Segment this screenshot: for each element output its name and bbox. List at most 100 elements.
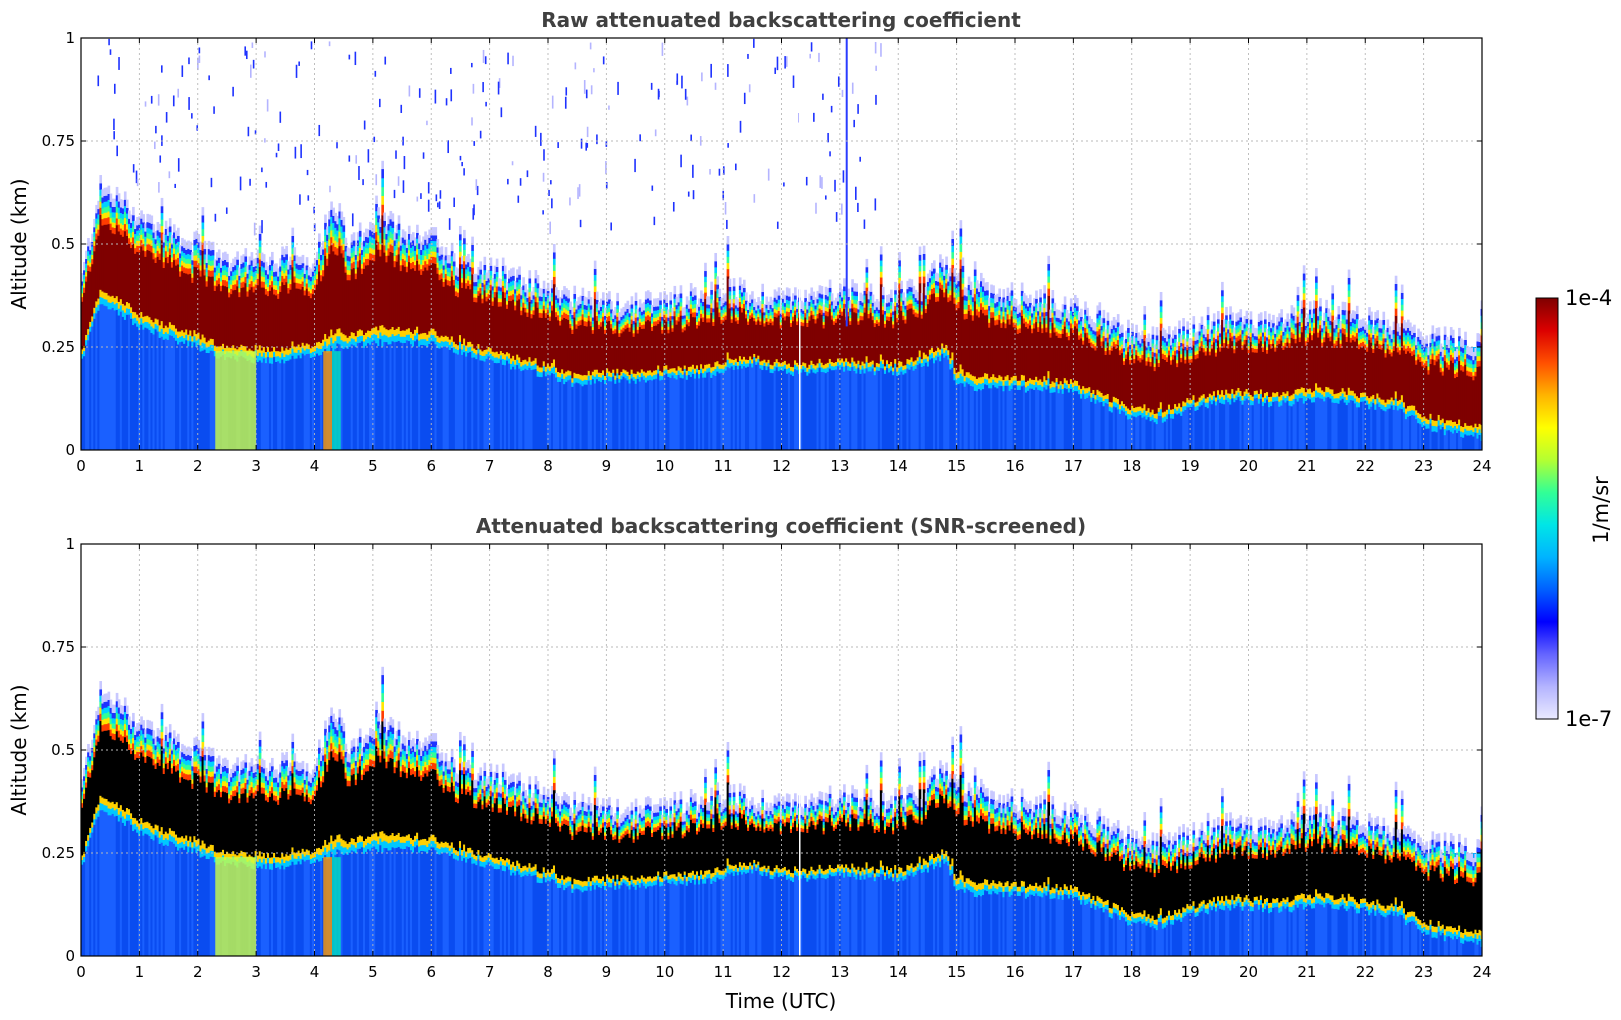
data-cell [152,242,156,249]
data-cell [342,237,346,245]
data-cell [146,321,150,329]
data-cell [1082,318,1085,327]
data-cell [177,344,180,450]
data-cell [998,305,1002,311]
data-cell [97,224,100,230]
data-cell [722,372,726,450]
data-cell [132,206,135,216]
data-cell [461,349,464,355]
data-cell [489,275,493,281]
data-cell [446,254,450,264]
data-cell [354,273,358,280]
data-cell [352,256,356,262]
data-cell [328,239,331,247]
data-cell [941,258,944,268]
data-cell [221,285,225,344]
data-cell [622,306,626,316]
data-cell [127,233,131,239]
data-cell [518,299,521,358]
data-cell [859,300,863,305]
data-cell [957,377,961,385]
data-cell [326,246,329,253]
data-cell [454,287,458,292]
data-cell [285,275,288,283]
data-cell [571,306,574,316]
data-cell [187,263,190,269]
data-cell [738,277,742,286]
data-cell [516,290,519,296]
data-cell [867,362,871,368]
data-cell [83,292,86,346]
data-cell [595,303,599,309]
data-cell [289,264,293,270]
data-cell [107,199,111,206]
data-cell [740,303,744,308]
data-cell [732,307,736,360]
data-cell [409,268,413,333]
data-cell [865,355,869,363]
data-cell [242,281,246,288]
data-cell [93,236,96,242]
data-cell [673,367,677,374]
data-cell [879,271,883,278]
data-cell [463,267,466,339]
data-cell [982,382,985,390]
data-cell [932,362,936,450]
data-cell [313,279,317,285]
data-cell [949,280,952,286]
data-cell [571,318,574,323]
data-cell [258,344,262,353]
data-cell [928,282,932,287]
data-cell [127,210,131,219]
data-cell [1088,327,1091,332]
data-cell [726,276,730,353]
data-cell [745,303,748,308]
data-cell [916,292,920,301]
data-cell [479,349,483,355]
data-cell [1016,329,1020,334]
data-cell [350,262,354,270]
data-cell [802,325,805,363]
data-cell [446,284,450,337]
data-cell [369,247,372,254]
data-cell [397,241,401,248]
data-cell [295,277,299,283]
data-cell [794,287,797,296]
data-cell [618,323,621,328]
data-cell [1010,290,1014,296]
data-cell [191,335,194,342]
data-cell [81,358,84,450]
data-cell [851,308,854,358]
data-cell [275,271,278,277]
data-cell [540,376,544,450]
data-cell [444,279,448,336]
data-cell [565,304,568,310]
data-cell [902,304,905,309]
data-cell [781,313,785,318]
data-cell [528,282,532,288]
data-cell [369,235,372,242]
data-cell [268,274,272,281]
data-cell [211,241,215,251]
data-cell [512,280,515,286]
data-cell [1073,294,1077,304]
data-cell [1010,282,1014,291]
data-cell [181,237,184,247]
data-cell [620,332,624,372]
data-cell [557,306,560,312]
data-cell [107,223,111,296]
data-cell [250,286,254,351]
data-cell [569,313,572,318]
data-cell [720,306,724,310]
data-cell [630,315,634,320]
data-cell [540,317,544,368]
data-cell [1059,323,1063,328]
data-cell [969,299,973,305]
data-cell [495,362,499,450]
data-cell [708,311,711,316]
data-cell [328,253,331,337]
data-cell [330,329,333,338]
data-cell [908,359,912,365]
data-cell [712,325,715,367]
data-cell [219,281,223,286]
